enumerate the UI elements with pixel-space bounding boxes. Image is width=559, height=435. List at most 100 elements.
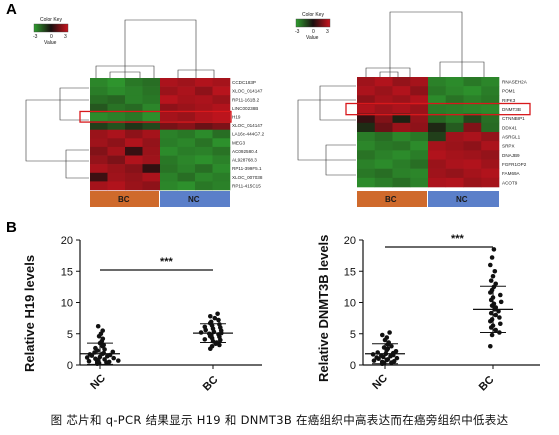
heatmap-cell <box>160 172 178 182</box>
data-point <box>493 312 499 318</box>
data-point <box>371 358 377 363</box>
heatmap-cell <box>160 86 178 96</box>
color-key-tick: 0 <box>50 34 53 40</box>
heatmap-cell <box>212 129 231 139</box>
heatmap-cell <box>463 104 482 114</box>
heatmap-cell <box>125 164 143 174</box>
heatmap-cell <box>428 86 447 96</box>
heatmap-cell <box>357 113 376 124</box>
heatmap-cell <box>392 113 411 124</box>
heatmap-cell <box>142 155 161 165</box>
data-point <box>389 343 394 349</box>
heatmap-cell <box>463 132 482 142</box>
group-bar-bc <box>357 191 427 207</box>
heatmap-cell <box>374 113 393 124</box>
data-point <box>217 322 222 327</box>
gene-label: FGFR1OP2 <box>502 162 527 167</box>
data-point <box>93 345 98 351</box>
heatmap-cell <box>177 86 196 96</box>
heatmap-cell <box>195 103 213 113</box>
data-point <box>215 311 220 317</box>
heatmap-cell <box>463 113 482 124</box>
heatmap-cell <box>357 141 376 151</box>
data-point <box>216 317 221 323</box>
data-point <box>101 342 106 348</box>
gene-label: XLOC_014147 <box>232 123 263 128</box>
heatmap-cell <box>107 138 126 148</box>
heatmap-cell <box>392 177 411 188</box>
heatmap-cell <box>428 95 447 105</box>
heatmap-cell <box>481 177 500 188</box>
heatmap-cell <box>195 129 213 139</box>
y-tick-label: 10 <box>61 298 73 310</box>
gene-label: RP11-399F5.1 <box>232 166 262 171</box>
y-tick-label: 0 <box>67 360 73 372</box>
heatmap-cell <box>90 146 108 156</box>
heatmap-cell <box>160 164 178 174</box>
heatmap-cell <box>160 155 178 165</box>
heatmap-cell <box>107 164 126 174</box>
heatmap-cell <box>90 86 108 96</box>
heatmap-cell <box>357 159 376 169</box>
heatmap-cell <box>374 159 393 169</box>
y-tick-label: 0 <box>350 360 356 372</box>
y-tick-label: 20 <box>344 235 356 247</box>
heatmap-cell <box>195 95 213 105</box>
heatmap-cell <box>445 159 464 169</box>
heatmap-cell <box>392 122 411 133</box>
heatmap-cell <box>445 95 464 105</box>
heatmap-right-gene-labels: RNASEH2A POM1 RIPK3 DNMT3B CTNNBIP1 DDX41 ASRG… <box>502 79 528 185</box>
heatmap-cell <box>481 141 500 151</box>
heatmap-cell <box>142 138 161 148</box>
heatmap-cell <box>90 155 108 165</box>
color-key-right: Color Key -3 0 3 Value <box>295 12 331 41</box>
data-point <box>498 321 503 327</box>
gene-label: AL928768.3 <box>232 158 257 163</box>
y-tick-label: 20 <box>61 235 73 247</box>
heatmap-cell <box>142 164 161 174</box>
heatmap-cell <box>212 86 231 96</box>
color-key-tick: 3 <box>326 29 329 35</box>
heatmap-cell <box>212 155 231 165</box>
heatmap-cell <box>142 129 161 139</box>
heatmap-cell <box>463 177 482 188</box>
data-point <box>385 357 391 362</box>
heatmap-cell <box>142 121 161 130</box>
heatmap-cell <box>212 146 231 156</box>
data-point <box>394 355 400 361</box>
panel-b-label: B <box>6 219 17 236</box>
gene-label: ACOT9 <box>502 180 518 185</box>
heatmap-cell <box>212 78 231 87</box>
data-point <box>488 343 493 349</box>
data-point <box>379 359 385 365</box>
highlight-box-h19 <box>79 110 232 123</box>
heatmap-cell <box>160 146 178 156</box>
heatmap-cell <box>481 168 500 179</box>
heatmap-cell <box>142 86 161 96</box>
heatmap-cell <box>463 168 482 179</box>
color-key-tick: 3 <box>64 34 67 40</box>
heatmap-cell <box>90 95 108 105</box>
heatmap-cell <box>90 138 108 148</box>
group-bar-nc <box>160 191 230 207</box>
heatmap-cell <box>177 78 196 87</box>
heatmap-cell <box>195 146 213 156</box>
heatmap-cell <box>463 122 482 133</box>
data-point <box>208 319 214 325</box>
heatmap-cell <box>107 112 126 122</box>
heatmap-cell <box>125 155 143 165</box>
heatmap-cell <box>90 129 108 139</box>
heatmap-cell <box>428 77 447 87</box>
figure-canvas: A Color Key -3 0 3 Value <box>6 1 540 393</box>
heatmap-cell <box>410 86 429 96</box>
heatmap-cell <box>410 141 429 151</box>
heatmap-cell <box>107 103 126 113</box>
data-point <box>492 268 498 274</box>
heatmap-cell <box>445 104 464 114</box>
heatmap-cell <box>392 132 411 142</box>
heatmap-cell <box>160 138 178 148</box>
significance-mark: *** <box>451 233 465 245</box>
heatmap-cell <box>357 122 376 133</box>
color-key-title: Color Key <box>40 17 62 23</box>
heatmap-cell <box>195 138 213 148</box>
